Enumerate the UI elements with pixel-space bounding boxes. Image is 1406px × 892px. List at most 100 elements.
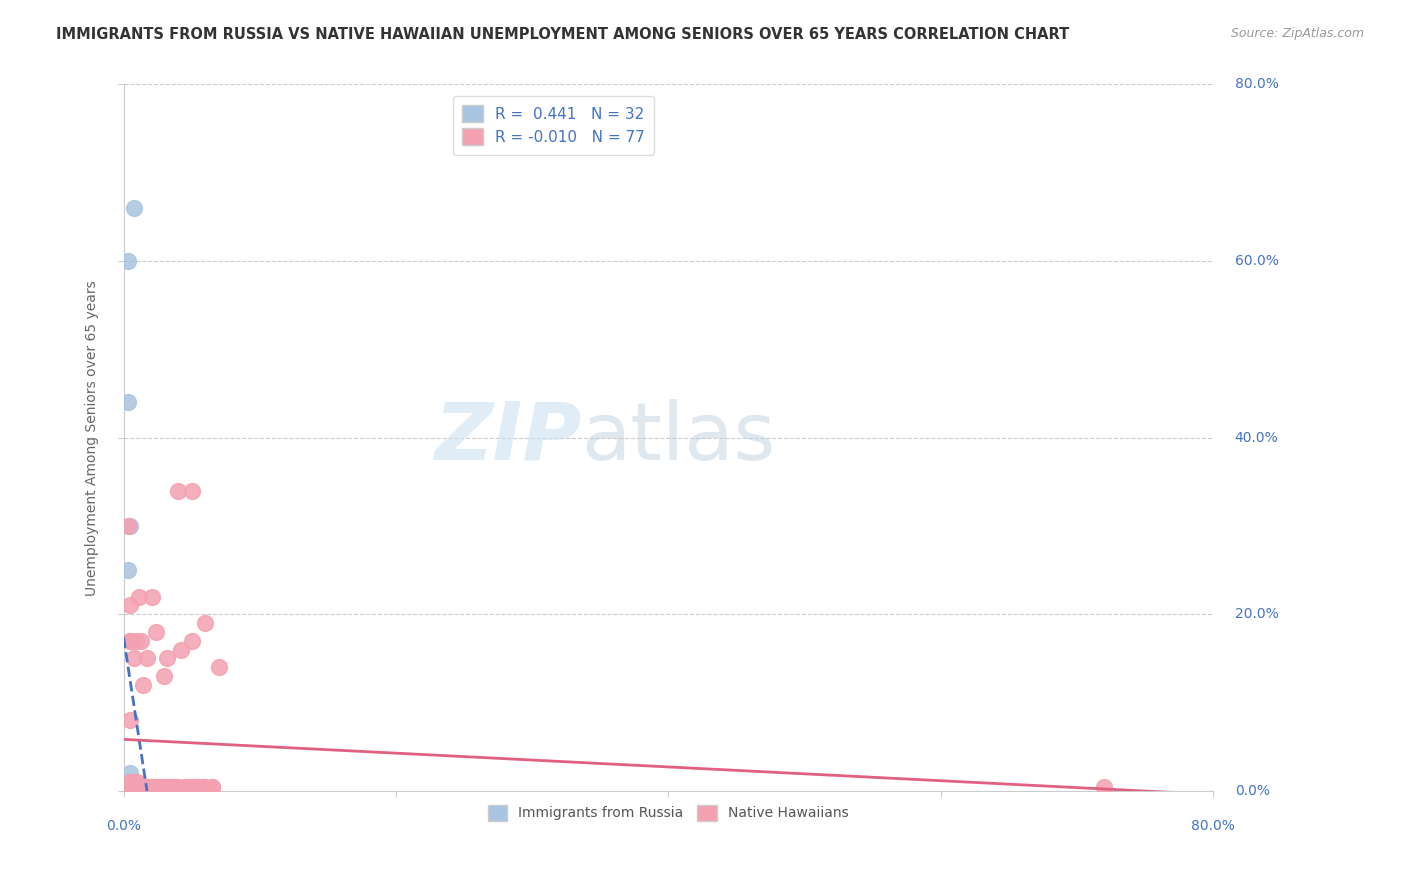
Point [120, 780, 142, 794]
Point [125, 633, 148, 648]
Text: 40.0%: 40.0% [1234, 431, 1278, 445]
Point [129, 780, 152, 794]
Point [162, 780, 184, 794]
Text: 20.0%: 20.0% [1234, 607, 1278, 622]
Point [187, 780, 209, 794]
Point [163, 780, 186, 794]
Point [152, 780, 174, 794]
Point [194, 616, 217, 631]
Point [124, 201, 146, 215]
Point [122, 775, 145, 789]
Point [153, 780, 176, 794]
Point [124, 775, 146, 789]
Point [131, 780, 153, 794]
Point [125, 780, 148, 794]
Point [131, 780, 153, 794]
Point [146, 784, 169, 798]
Point [127, 780, 149, 794]
Point [165, 780, 187, 794]
Point [139, 780, 162, 794]
Point [179, 780, 201, 794]
Point [127, 775, 149, 789]
Text: 0.0%: 0.0% [105, 819, 141, 833]
Point [155, 780, 177, 794]
Point [135, 780, 157, 794]
Point [180, 780, 202, 794]
Point [167, 483, 190, 498]
Point [138, 780, 160, 794]
Point [127, 780, 149, 794]
Text: atlas: atlas [581, 399, 776, 476]
Point [139, 780, 162, 794]
Legend: Immigrants from Russia, Native Hawaiians: Immigrants from Russia, Native Hawaiians [482, 799, 855, 826]
Point [183, 780, 205, 794]
Point [150, 780, 173, 794]
Point [180, 633, 202, 648]
Point [131, 678, 153, 692]
Point [120, 780, 142, 794]
Point [135, 651, 157, 665]
Point [194, 780, 217, 794]
Text: IMMIGRANTS FROM RUSSIA VS NATIVE HAWAIIAN UNEMPLOYMENT AMONG SENIORS OVER 65 YEA: IMMIGRANTS FROM RUSSIA VS NATIVE HAWAIIA… [56, 27, 1070, 42]
Point [142, 780, 165, 794]
Text: 60.0%: 60.0% [1234, 254, 1278, 268]
Point [117, 563, 139, 577]
Point [136, 780, 159, 794]
Point [120, 775, 142, 789]
Point [139, 784, 162, 798]
Point [122, 780, 145, 794]
Point [208, 660, 231, 674]
Point [145, 624, 167, 639]
Point [173, 780, 195, 794]
Text: 80.0%: 80.0% [1191, 819, 1234, 833]
Point [127, 780, 149, 794]
Point [127, 784, 149, 798]
Point [157, 780, 180, 794]
Point [120, 780, 142, 794]
Point [187, 780, 209, 794]
Point [173, 780, 195, 794]
Point [117, 780, 139, 794]
Point [117, 519, 139, 533]
Point [134, 780, 156, 794]
Point [120, 775, 142, 789]
Point [201, 780, 224, 794]
Point [191, 780, 214, 794]
Point [120, 780, 142, 794]
Point [180, 483, 202, 498]
Point [131, 784, 153, 798]
Point [122, 780, 145, 794]
Point [120, 780, 142, 794]
Text: 80.0%: 80.0% [1234, 78, 1278, 92]
Point [120, 713, 142, 727]
Point [159, 780, 181, 794]
Point [124, 780, 146, 794]
Point [124, 780, 146, 794]
Point [117, 395, 139, 409]
Point [131, 633, 153, 648]
Point [132, 780, 155, 794]
Point [131, 780, 153, 794]
Point [120, 766, 142, 780]
Point [141, 780, 163, 794]
Text: 0.0%: 0.0% [1234, 784, 1270, 798]
Point [128, 590, 150, 604]
Point [131, 784, 153, 798]
Point [120, 775, 142, 789]
Point [153, 669, 176, 683]
Point [132, 780, 155, 794]
Point [120, 519, 142, 533]
Y-axis label: Unemployment Among Seniors over 65 years: Unemployment Among Seniors over 65 years [86, 280, 100, 596]
Point [145, 780, 167, 794]
Point [170, 642, 193, 657]
Point [134, 780, 156, 794]
Point [143, 780, 166, 794]
Point [132, 780, 155, 794]
Point [1092, 780, 1115, 794]
Point [167, 780, 190, 794]
Point [120, 633, 142, 648]
Point [120, 633, 142, 648]
Text: Source: ZipAtlas.com: Source: ZipAtlas.com [1230, 27, 1364, 40]
Point [141, 590, 163, 604]
Point [120, 599, 142, 613]
